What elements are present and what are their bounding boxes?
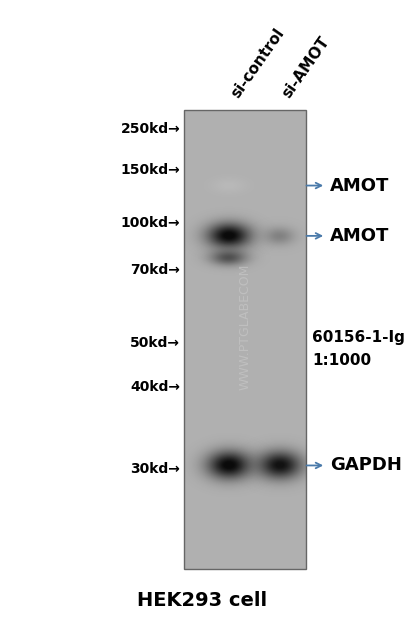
Text: GAPDH: GAPDH: [330, 457, 402, 474]
Text: AMOT: AMOT: [330, 177, 390, 194]
Text: 100kd→: 100kd→: [121, 216, 180, 230]
Text: 70kd→: 70kd→: [130, 264, 180, 277]
Text: 150kd→: 150kd→: [120, 163, 180, 177]
Text: 40kd→: 40kd→: [130, 380, 180, 394]
Text: 30kd→: 30kd→: [130, 462, 180, 476]
Text: AMOT: AMOT: [330, 227, 390, 245]
Text: 60156-1-Ig
1:1000: 60156-1-Ig 1:1000: [312, 330, 405, 368]
Bar: [184, 110, 306, 569]
Text: 50kd→: 50kd→: [130, 336, 180, 350]
Text: WWW.PTGLABECOM: WWW.PTGLABECOM: [239, 264, 252, 390]
Text: si-AMOT: si-AMOT: [279, 34, 333, 101]
Text: 250kd→: 250kd→: [120, 122, 180, 136]
Text: HEK293 cell: HEK293 cell: [137, 591, 268, 610]
Text: si-control: si-control: [229, 26, 288, 101]
